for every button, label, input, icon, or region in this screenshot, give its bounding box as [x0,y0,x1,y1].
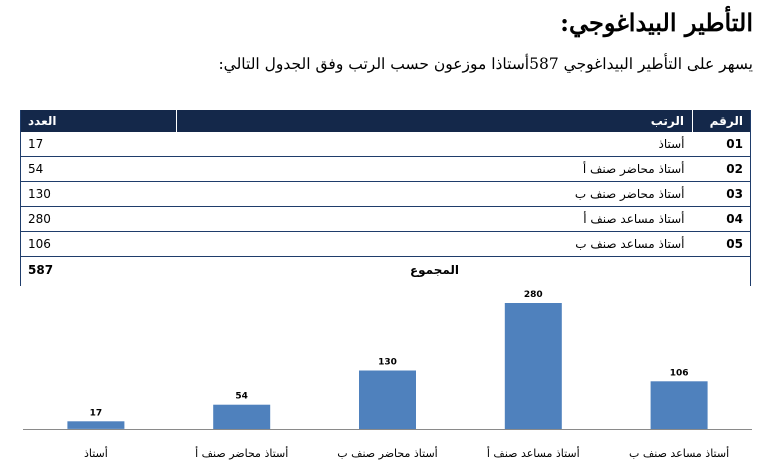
page-heading: التأطير البيداغوجي: [560,8,753,37]
table-row: 03 أستاذ محاضر صنف ب 130 [20,181,751,207]
table-row: 01 أستاذ 17 [20,132,751,157]
row-num: 03 [692,181,751,207]
data-label-2: 54 [235,392,248,402]
category-label-1: أستاذ [84,446,108,460]
total-label: المجموع [409,263,460,277]
intro-paragraph: يسهر على التأطير البيداغوجي 587أستاذا مو… [218,55,753,73]
header-count: العدد [20,110,177,132]
bar-5 [650,381,708,429]
row-rank: أستاذ [176,132,693,157]
table-left-border [20,110,21,286]
row-rank: أستاذ مساعد صنف ب [176,231,693,257]
table-row: 04 أستاذ مساعد صنف أ 280 [20,206,751,232]
category-label-5: أستاذ مساعد صنف ب [629,446,729,460]
table-right-border [750,110,751,286]
data-label-4: 280 [524,290,543,300]
table-header-row: الرقم الرتب العدد [20,110,751,132]
ranks-bar-chart: 17 أستاذ 54 أستاذ محاضر صنف أ 130 أستاذ محاضر… [23,290,752,460]
row-num: 04 [692,206,751,232]
total-num-empty [693,257,752,284]
row-count: 280 [20,206,177,232]
data-label-1: 17 [90,408,103,418]
total-count: 587 [28,263,54,277]
category-label-4: أستاذ مساعد صنف أ [487,446,580,460]
row-rank: أستاذ مساعد صنف أ [176,206,693,232]
row-num: 05 [692,231,751,257]
row-rank: أستاذ محاضر صنف ب [176,181,693,207]
row-count: 106 [20,231,177,257]
table-total-row: المجموع 587 [20,257,751,284]
row-num: 01 [692,132,751,157]
row-count: 130 [20,181,177,207]
category-label-2: أستاذ محاضر صنف أ [195,446,288,460]
row-num: 02 [692,156,751,182]
row-count: 17 [20,132,177,157]
data-label-3: 130 [378,358,397,368]
data-label-5: 106 [670,368,689,378]
table-row: 02 أستاذ محاضر صنف أ 54 [20,156,751,182]
category-label-3: أستاذ محاضر صنف ب [337,446,438,460]
ranks-table: الرقم الرتب العدد 01 أستاذ 17 02 أستاذ م… [20,110,751,283]
bar-2 [213,404,271,429]
bar-1 [67,421,125,429]
row-rank: أستاذ محاضر صنف أ [176,156,693,182]
bar-3 [359,370,416,429]
header-rank: الرتب [176,110,693,132]
header-num: الرقم [692,110,751,132]
bar-4 [504,303,562,429]
chart-marks: 17 أستاذ 54 أستاذ محاضر صنف أ 130 أستاذ محاضر… [67,290,729,460]
row-count: 54 [20,156,177,182]
table-row: 05 أستاذ مساعد صنف ب 106 [20,231,751,257]
